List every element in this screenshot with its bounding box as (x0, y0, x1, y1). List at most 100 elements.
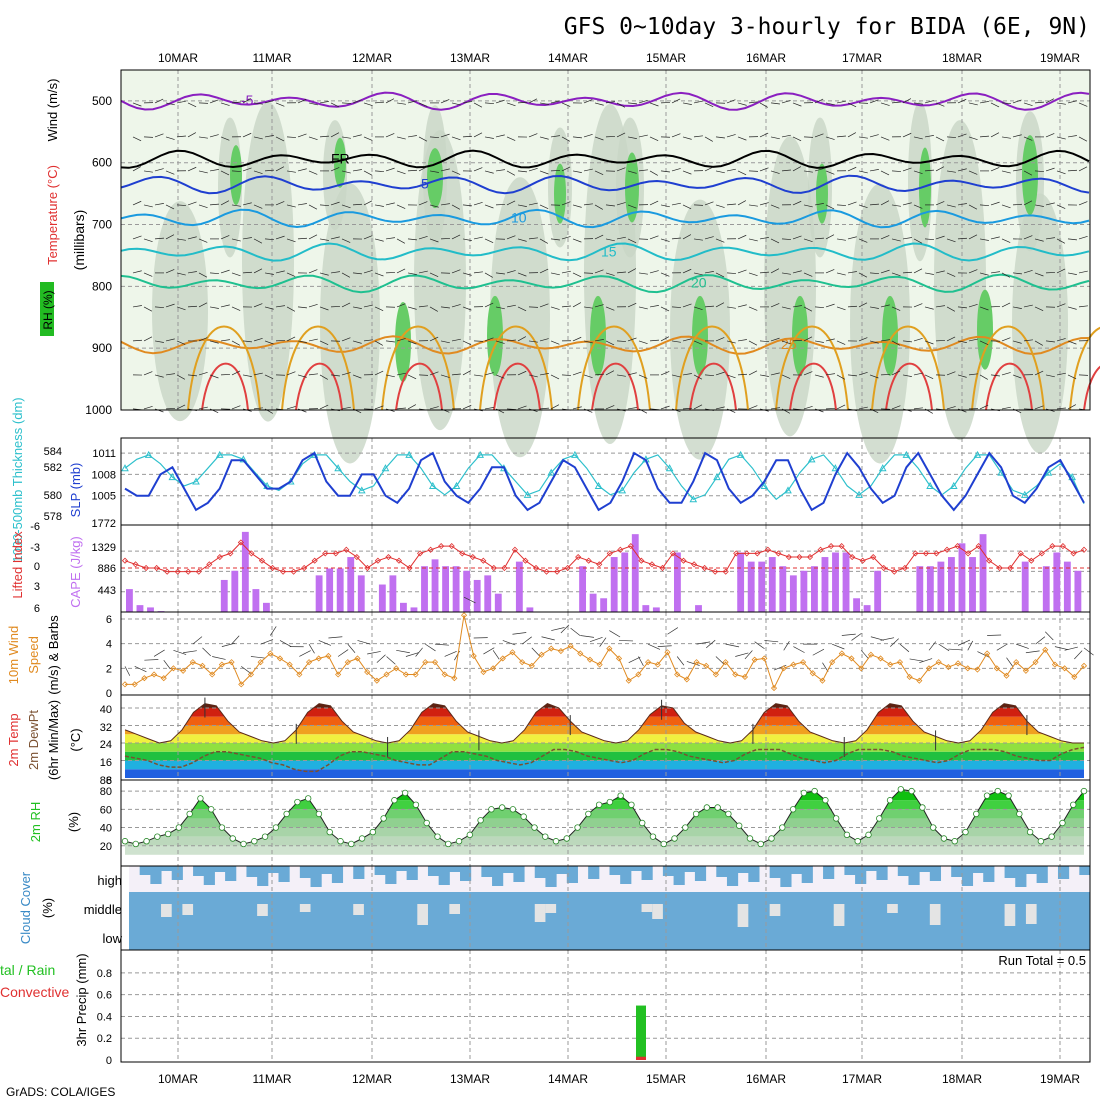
li-marker (775, 550, 782, 557)
wind-barb (462, 340, 472, 346)
wind-barb (275, 270, 285, 274)
wind-tick: 4 (106, 639, 112, 651)
wind-barb (143, 204, 153, 208)
wind-barb (836, 272, 846, 276)
rh-blob (242, 101, 294, 422)
wind-barb (539, 102, 549, 105)
wind-speed-marker (838, 650, 845, 657)
surface-wind-barb (396, 649, 410, 654)
wind-barb (1001, 337, 1011, 342)
wind-speed-marker (916, 677, 923, 684)
wind-barb (726, 306, 736, 309)
wind-barb (770, 204, 780, 209)
rh-marker (1048, 833, 1055, 840)
rh-moist-blob (919, 147, 931, 228)
surface-wind-barb (832, 643, 845, 650)
temp-tick: 16 (100, 757, 112, 769)
wind-barb (143, 371, 153, 376)
wind-ylabel-3: (m/s) & Barbs (46, 615, 61, 695)
wind-barb (726, 374, 736, 379)
wind-barb (429, 136, 439, 139)
wind-speed-marker (964, 665, 971, 672)
surface-wind-barb (425, 643, 436, 652)
date-label-top: 10MAR (158, 51, 198, 65)
li-marker (227, 550, 234, 557)
wind-barb (341, 372, 351, 376)
wind-barb (737, 102, 747, 106)
li-marker (986, 557, 993, 564)
wind-barb (341, 204, 351, 209)
warm-dome-25 (187, 325, 261, 411)
wind-speed-marker (373, 677, 380, 684)
wind-barb (616, 132, 626, 138)
wind-barb (814, 237, 824, 240)
wind-barb (143, 272, 153, 277)
wind-barb (165, 204, 175, 210)
wind-barb (737, 200, 747, 206)
wind-barb (968, 373, 978, 376)
wind-barb (935, 201, 945, 206)
temp-band (125, 725, 1084, 735)
li-marker (164, 568, 171, 575)
wind-barb (308, 204, 318, 210)
date-label-top: 17MAR (842, 51, 882, 65)
rh-marker (218, 824, 226, 831)
wind-barb (759, 167, 769, 172)
wind-barb (242, 202, 252, 206)
rh-marker (488, 806, 495, 813)
wind-barb (495, 169, 505, 172)
wind-barb (990, 201, 1000, 206)
wind-barb (572, 302, 582, 308)
li-marker (237, 539, 244, 546)
warm-dome-30 (885, 362, 933, 411)
wind-barb (968, 303, 978, 308)
wind-barb (990, 132, 1000, 138)
wind-barb (792, 136, 802, 142)
surface-wind-barb (270, 626, 277, 636)
wind-barb (737, 373, 748, 376)
wind-barb (737, 339, 747, 342)
cape-bar (863, 605, 871, 612)
wind-barb (836, 404, 846, 410)
wind-barb (231, 405, 241, 410)
li-ylabel: Lifted Index (10, 531, 25, 599)
cape-bar (674, 552, 681, 612)
wind-barb (814, 306, 824, 309)
wind-barb (891, 306, 901, 311)
rh-marker (1026, 828, 1034, 836)
wind-barb (682, 407, 693, 410)
wind-barb (649, 235, 659, 240)
cloud-mid-gap (769, 904, 781, 916)
cloud-high-bar (1015, 866, 1027, 887)
wind-barb (242, 237, 252, 240)
cloud-high-bar (556, 866, 568, 874)
surface-wind-barb (521, 636, 532, 645)
cloud-high-bar (460, 866, 472, 881)
temp-band (125, 760, 1084, 770)
thickness-tick: 582 (44, 462, 62, 474)
wind-barb (704, 201, 714, 206)
wind-barb (759, 237, 769, 240)
wind-barb (550, 135, 560, 138)
wind-barb (1056, 238, 1066, 244)
cloud-high-bar (716, 866, 728, 877)
wind-barb (1001, 302, 1011, 308)
temp-ylabel-4: (°C) (68, 728, 83, 751)
cape-bar (1042, 566, 1050, 612)
li-marker (733, 550, 740, 557)
wind-barb (671, 168, 681, 172)
cape-bar (473, 579, 481, 612)
wind-barb (550, 100, 560, 104)
cloud-high-bar (427, 866, 440, 876)
wind-barb (176, 272, 186, 276)
wind-barb (176, 374, 186, 380)
li-marker (922, 550, 929, 557)
wind-barb (209, 374, 219, 379)
wind-barb (594, 170, 604, 176)
wind-barb (759, 132, 769, 138)
wind-barb (330, 374, 340, 377)
cloud-high-bar (534, 866, 546, 878)
wind-barb (704, 136, 713, 142)
wind-barb (242, 340, 252, 343)
rh-marker (940, 835, 948, 842)
